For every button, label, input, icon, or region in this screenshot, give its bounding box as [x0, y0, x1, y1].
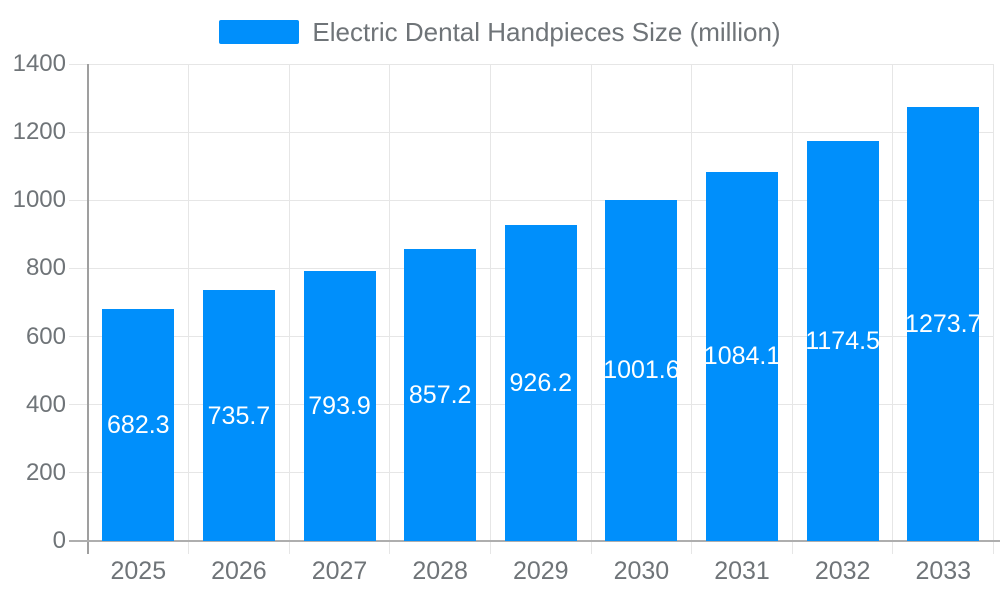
bar-2029[interactable] — [504, 225, 577, 541]
x-axis-tick-label: 2032 — [814, 557, 871, 585]
y-axis-tick-label: 1400 — [12, 50, 66, 77]
bar-value-label: 1001.6 — [603, 356, 680, 385]
bar-value-label: 926.2 — [509, 369, 573, 398]
y-gridline — [69, 63, 994, 65]
y-axis-line — [87, 64, 89, 554]
x-axis-line — [69, 540, 1000, 542]
bar-value-label: 1273.7 — [905, 310, 982, 339]
y-axis-tick-label: 200 — [25, 458, 66, 486]
legend-label: Electric Dental Handpieces Size (million… — [312, 17, 781, 47]
y-axis-tick-label: 1200 — [12, 118, 66, 146]
x-gridline — [288, 64, 290, 554]
bar-value-label: 793.9 — [308, 391, 371, 420]
bar-2033[interactable] — [907, 107, 980, 541]
bar-2027[interactable] — [303, 270, 376, 541]
bar-value-label: 1084.1 — [703, 342, 781, 371]
legend-item-series-0[interactable]: Electric Dental Handpieces Size (million… — [219, 17, 781, 47]
y-axis-tick-label: 400 — [25, 390, 66, 418]
x-axis-tick-label: 2027 — [311, 557, 368, 585]
bar-2031[interactable] — [706, 171, 779, 541]
x-axis-tick-label: 2030 — [613, 557, 670, 585]
y-axis-tick-label: 1000 — [12, 186, 66, 214]
x-gridline — [389, 64, 391, 554]
bar-2028[interactable] — [404, 248, 477, 541]
bar-2032[interactable] — [806, 140, 879, 541]
y-axis-tick-label: 0 — [52, 527, 66, 554]
x-gridline — [691, 64, 693, 554]
x-axis-tick-label: 2026 — [211, 557, 267, 585]
bar-2025[interactable] — [102, 308, 175, 541]
y-axis-tick-label: 600 — [25, 322, 66, 350]
bar-2026[interactable] — [202, 290, 275, 541]
x-gridline — [892, 64, 894, 554]
bar-value-label: 682.3 — [107, 410, 170, 439]
x-axis-tick-label: 2033 — [915, 557, 972, 585]
chart-legend: Electric Dental Handpieces Size (million… — [0, 18, 1000, 46]
legend-swatch-icon — [219, 20, 300, 44]
y-gridline — [69, 131, 994, 133]
y-axis-tick-label: 800 — [25, 254, 66, 282]
x-gridline — [489, 64, 491, 554]
x-axis-tick-label: 2028 — [412, 557, 468, 585]
x-axis-tick-label: 2025 — [110, 557, 167, 585]
x-gridline — [590, 64, 592, 554]
bar-value-label: 857.2 — [408, 380, 472, 409]
bar-value-label: 735.7 — [207, 401, 271, 430]
x-gridline — [188, 64, 190, 554]
x-axis-tick-label: 2031 — [714, 557, 770, 585]
x-gridline — [993, 64, 995, 554]
x-axis-tick-label: 2029 — [512, 557, 569, 585]
bar-2030[interactable] — [605, 199, 678, 541]
y-gridline — [69, 199, 994, 201]
bar-value-label: 1174.5 — [805, 326, 880, 355]
x-gridline — [791, 64, 793, 554]
